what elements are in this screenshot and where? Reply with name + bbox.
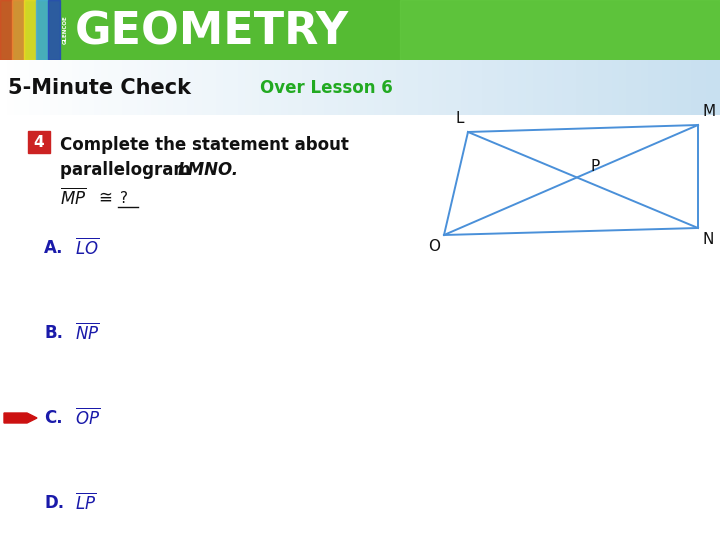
Text: $\overline{LP}$: $\overline{LP}$ [75, 492, 96, 514]
Bar [24, 0, 36, 60]
Text: Over Lesson 6: Over Lesson 6 [260, 79, 392, 97]
Text: parallelogram: parallelogram [60, 161, 197, 179]
Text: D.: D. [44, 494, 64, 512]
Text: 4: 4 [34, 134, 45, 150]
Text: Complete the statement about: Complete the statement about [60, 136, 349, 154]
Text: $\overline{OP}$: $\overline{OP}$ [75, 408, 100, 428]
Bar [0, 0, 12, 60]
Text: LMNO.: LMNO. [178, 161, 239, 179]
Text: A.: A. [44, 239, 63, 257]
Text: C.: C. [44, 409, 63, 427]
Bar [36, 0, 48, 60]
FancyArrow shape [4, 413, 37, 423]
Text: B.: B. [44, 324, 63, 342]
Text: $\overline{MP}$: $\overline{MP}$ [60, 187, 86, 208]
Text: N: N [702, 232, 714, 247]
Text: M: M [702, 104, 715, 119]
Text: GEOMETRY: GEOMETRY [75, 10, 349, 53]
Text: GLENCOE: GLENCOE [63, 16, 68, 44]
Text: $\overline{NP}$: $\overline{NP}$ [75, 322, 99, 343]
Text: ≅: ≅ [98, 189, 112, 207]
Text: L: L [456, 111, 464, 126]
Bar [400, 0, 720, 60]
Text: P: P [591, 159, 600, 174]
Bar [28, 131, 50, 153]
Text: O: O [428, 239, 440, 254]
Bar [48, 0, 60, 60]
Bar [12, 0, 24, 60]
Text: 5-Minute Check: 5-Minute Check [8, 78, 191, 98]
Text: $\overline{LO}$: $\overline{LO}$ [75, 238, 99, 259]
Text: ?: ? [120, 191, 128, 206]
